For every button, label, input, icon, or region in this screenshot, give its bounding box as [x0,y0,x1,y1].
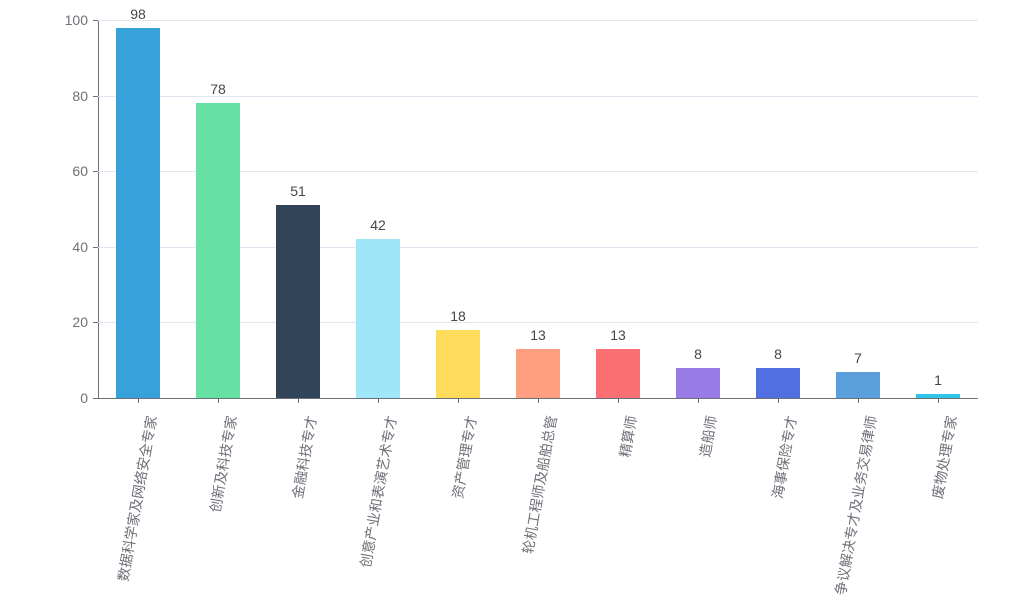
y-tick-label: 0 [80,390,88,406]
bar-value-label: 18 [436,308,479,324]
y-tick-label: 40 [72,239,88,255]
x-tick-mark [618,398,619,403]
x-axis-labels: 数据科学家及网络安全专家创新及科技专家金融科技专才创意产业和表演艺术专才资产管理… [98,408,978,588]
bar-value-label: 98 [116,6,159,22]
bar[interactable]: 98 [116,28,159,398]
bar[interactable]: 51 [276,205,319,398]
plot-area: 987851421813138871 [98,20,978,398]
bar-rect [196,103,239,398]
bar-value-label: 8 [676,346,719,362]
bar-rect [676,368,719,398]
bar-rect [516,349,559,398]
y-tick-mark [93,322,98,323]
bar[interactable]: 8 [676,368,719,398]
y-axis: 020406080100 [50,20,98,398]
x-tick-mark [458,398,459,403]
bar[interactable]: 8 [756,368,799,398]
bar-rect [116,28,159,398]
y-tick-label: 60 [72,163,88,179]
bar-chart: 020406080100 987851421813138871 数据科学家及网络… [50,20,990,570]
bar-rect [356,239,399,398]
bar[interactable]: 13 [596,349,639,398]
x-tick-mark [138,398,139,403]
x-tick-mark [938,398,939,403]
bar[interactable]: 13 [516,349,559,398]
bar-rect [836,372,879,398]
y-tick-label: 80 [72,88,88,104]
bar[interactable]: 7 [836,372,879,398]
x-tick-mark [538,398,539,403]
bar-value-label: 8 [756,346,799,362]
x-tick-mark [298,398,299,403]
bar-value-label: 7 [836,350,879,366]
bar-rect [756,368,799,398]
y-tick-mark [93,247,98,248]
x-tick-mark [858,398,859,403]
bar-value-label: 13 [596,327,639,343]
grid-line [98,20,978,21]
bar-value-label: 1 [916,372,959,388]
bar[interactable]: 18 [436,330,479,398]
x-tick-mark [778,398,779,403]
x-tick-mark [378,398,379,403]
bar[interactable]: 78 [196,103,239,398]
bar-value-label: 51 [276,183,319,199]
x-tick-mark [698,398,699,403]
bar-rect [436,330,479,398]
y-tick-mark [93,171,98,172]
y-tick-label: 100 [65,12,88,28]
y-tick-label: 20 [72,314,88,330]
y-tick-mark [93,96,98,97]
bar[interactable]: 42 [356,239,399,398]
bar-rect [596,349,639,398]
bar-value-label: 78 [196,81,239,97]
x-tick-mark [218,398,219,403]
bar-value-label: 13 [516,327,559,343]
bar-value-label: 42 [356,217,399,233]
bar-rect [276,205,319,398]
y-tick-mark [93,398,98,399]
y-tick-mark [93,20,98,21]
